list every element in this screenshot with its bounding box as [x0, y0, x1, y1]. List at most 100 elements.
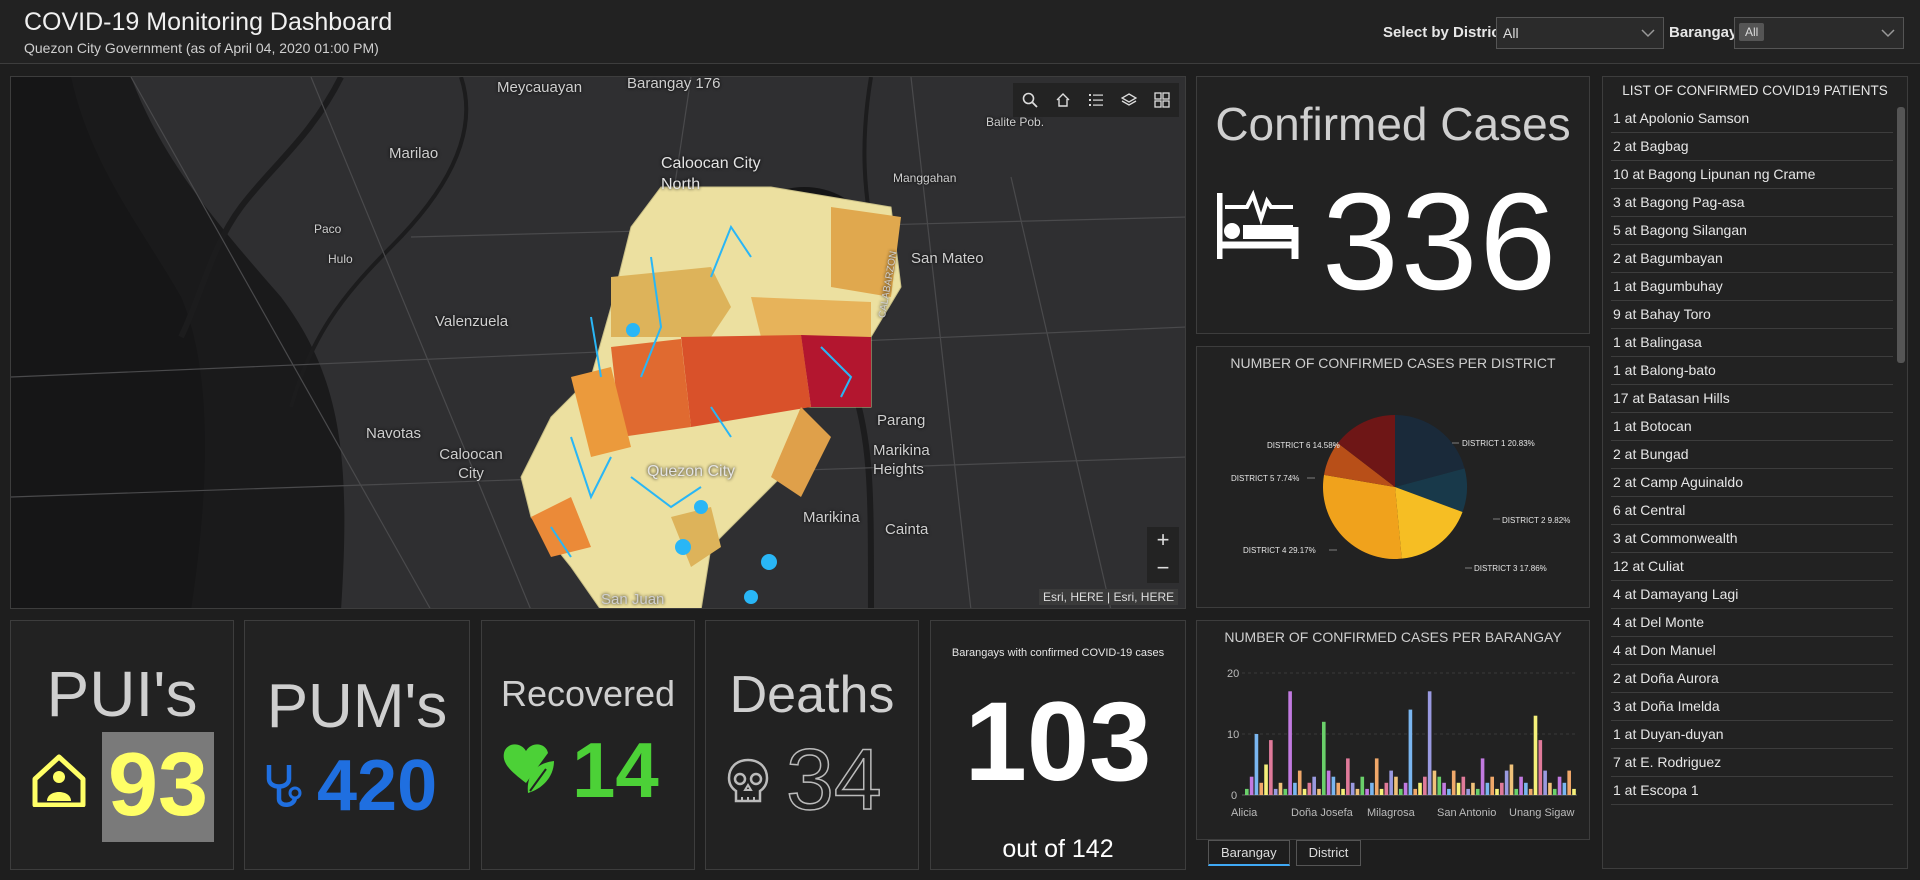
- bar[interactable]: [1447, 788, 1451, 795]
- bar[interactable]: [1283, 788, 1288, 795]
- list-item[interactable]: 3 at Bagong Pag-asa: [1611, 189, 1893, 217]
- list-item[interactable]: 5 at Bagong Silangan: [1611, 217, 1893, 245]
- bar[interactable]: [1557, 776, 1562, 795]
- bar[interactable]: [1408, 709, 1413, 795]
- list-item[interactable]: 3 at Commonwealth: [1611, 525, 1893, 553]
- bar[interactable]: [1336, 782, 1341, 795]
- bar[interactable]: [1475, 788, 1480, 795]
- list-item[interactable]: 4 at Del Monte: [1611, 609, 1893, 637]
- bar[interactable]: [1572, 788, 1576, 795]
- bar[interactable]: [1307, 782, 1312, 795]
- bar[interactable]: [1533, 715, 1538, 795]
- list-scrollbar[interactable]: [1897, 107, 1905, 363]
- bar[interactable]: [1312, 776, 1316, 795]
- zoom-in-button[interactable]: +: [1156, 527, 1170, 552]
- map-view[interactable]: Meycauayan Barangay 176 Balite Pob. Mari…: [10, 76, 1186, 609]
- list-item[interactable]: 7 at E. Rodriguez: [1611, 749, 1893, 777]
- basemap-gallery-icon[interactable]: [1145, 83, 1178, 117]
- pie-slice[interactable]: [1323, 474, 1402, 559]
- bar[interactable]: [1461, 776, 1466, 795]
- list-item[interactable]: 2 at Doña Aurora: [1611, 665, 1893, 693]
- bar[interactable]: [1403, 782, 1408, 795]
- list-item[interactable]: 4 at Damayang Lagi: [1611, 581, 1893, 609]
- pie-slice[interactable]: [1395, 415, 1465, 487]
- bar[interactable]: [1490, 776, 1495, 795]
- bar[interactable]: [1538, 740, 1543, 795]
- bar[interactable]: [1297, 770, 1302, 795]
- bar[interactable]: [1394, 776, 1398, 795]
- bar[interactable]: [1389, 770, 1393, 795]
- bar[interactable]: [1524, 782, 1528, 795]
- bar[interactable]: [1254, 734, 1259, 795]
- bar[interactable]: [1519, 776, 1523, 795]
- list-item[interactable]: 2 at Camp Aguinaldo: [1611, 469, 1893, 497]
- bar[interactable]: [1245, 788, 1249, 795]
- list-item[interactable]: 4 at Don Manuel: [1611, 637, 1893, 665]
- pie-slice[interactable]: [1395, 468, 1467, 513]
- bar[interactable]: [1528, 788, 1533, 795]
- bar[interactable]: [1543, 770, 1547, 795]
- list-item[interactable]: 12 at Culiat: [1611, 553, 1893, 581]
- bar[interactable]: [1500, 782, 1504, 795]
- tab-district[interactable]: District: [1295, 840, 1362, 866]
- bar[interactable]: [1317, 788, 1321, 795]
- bar[interactable]: [1321, 721, 1326, 795]
- bar[interactable]: [1562, 782, 1567, 795]
- bar[interactable]: [1471, 782, 1475, 795]
- bar[interactable]: [1413, 788, 1418, 795]
- bar[interactable]: [1495, 788, 1499, 795]
- bar[interactable]: [1548, 782, 1552, 795]
- list-item[interactable]: 1 at Balong-bato: [1611, 357, 1893, 385]
- bar[interactable]: [1350, 782, 1355, 795]
- bar[interactable]: [1485, 782, 1490, 795]
- barangay-select[interactable]: All: [1734, 17, 1904, 49]
- list-item[interactable]: 6 at Central: [1611, 497, 1893, 525]
- list-item[interactable]: 1 at Duyan-duyan: [1611, 721, 1893, 749]
- bar[interactable]: [1326, 770, 1331, 795]
- bar[interactable]: [1456, 782, 1461, 795]
- list-item[interactable]: 9 at Bahay Toro: [1611, 301, 1893, 329]
- bar[interactable]: [1249, 776, 1254, 795]
- bar[interactable]: [1398, 788, 1403, 795]
- bar[interactable]: [1384, 782, 1389, 795]
- list-item[interactable]: 1 at Balingasa: [1611, 329, 1893, 357]
- bar[interactable]: [1269, 740, 1273, 795]
- district-select[interactable]: All: [1496, 17, 1664, 49]
- bar[interactable]: [1442, 782, 1446, 795]
- bar[interactable]: [1341, 788, 1345, 795]
- search-icon[interactable]: [1013, 83, 1046, 117]
- list-item[interactable]: 17 at Batasan Hills: [1611, 385, 1893, 413]
- list-item[interactable]: 2 at Bagumbayan: [1611, 245, 1893, 273]
- list-item[interactable]: 2 at Bungad: [1611, 441, 1893, 469]
- bar[interactable]: [1423, 776, 1427, 795]
- bar[interactable]: [1365, 788, 1369, 795]
- list-item[interactable]: 2 at Bagbag: [1611, 133, 1893, 161]
- list-item[interactable]: 1 at Bagumbuhay: [1611, 273, 1893, 301]
- list-item[interactable]: 1 at Botocan: [1611, 413, 1893, 441]
- legend-list-icon[interactable]: [1079, 83, 1112, 117]
- bar[interactable]: [1451, 770, 1456, 795]
- layers-icon[interactable]: [1112, 83, 1145, 117]
- bar[interactable]: [1278, 782, 1283, 795]
- bar[interactable]: [1370, 782, 1374, 795]
- bar[interactable]: [1432, 770, 1437, 795]
- bar[interactable]: [1288, 691, 1292, 795]
- pie-slice[interactable]: [1337, 415, 1395, 487]
- bar[interactable]: [1552, 788, 1557, 795]
- bar[interactable]: [1504, 770, 1509, 795]
- bar[interactable]: [1427, 691, 1432, 795]
- list-item[interactable]: 3 at Doña Imelda: [1611, 693, 1893, 721]
- bar[interactable]: [1437, 776, 1442, 795]
- bar[interactable]: [1418, 782, 1422, 795]
- list-item[interactable]: 10 at Bagong Lipunan ng Crame: [1611, 161, 1893, 189]
- bar[interactable]: [1466, 788, 1470, 795]
- bar[interactable]: [1514, 788, 1519, 795]
- bar[interactable]: [1509, 764, 1514, 796]
- zoom-out-button[interactable]: −: [1156, 555, 1170, 580]
- pie-slice[interactable]: [1395, 487, 1463, 559]
- bar[interactable]: [1331, 776, 1336, 795]
- bar[interactable]: [1293, 782, 1297, 795]
- bar[interactable]: [1302, 788, 1307, 795]
- bar[interactable]: [1264, 764, 1268, 796]
- bar[interactable]: [1355, 788, 1360, 795]
